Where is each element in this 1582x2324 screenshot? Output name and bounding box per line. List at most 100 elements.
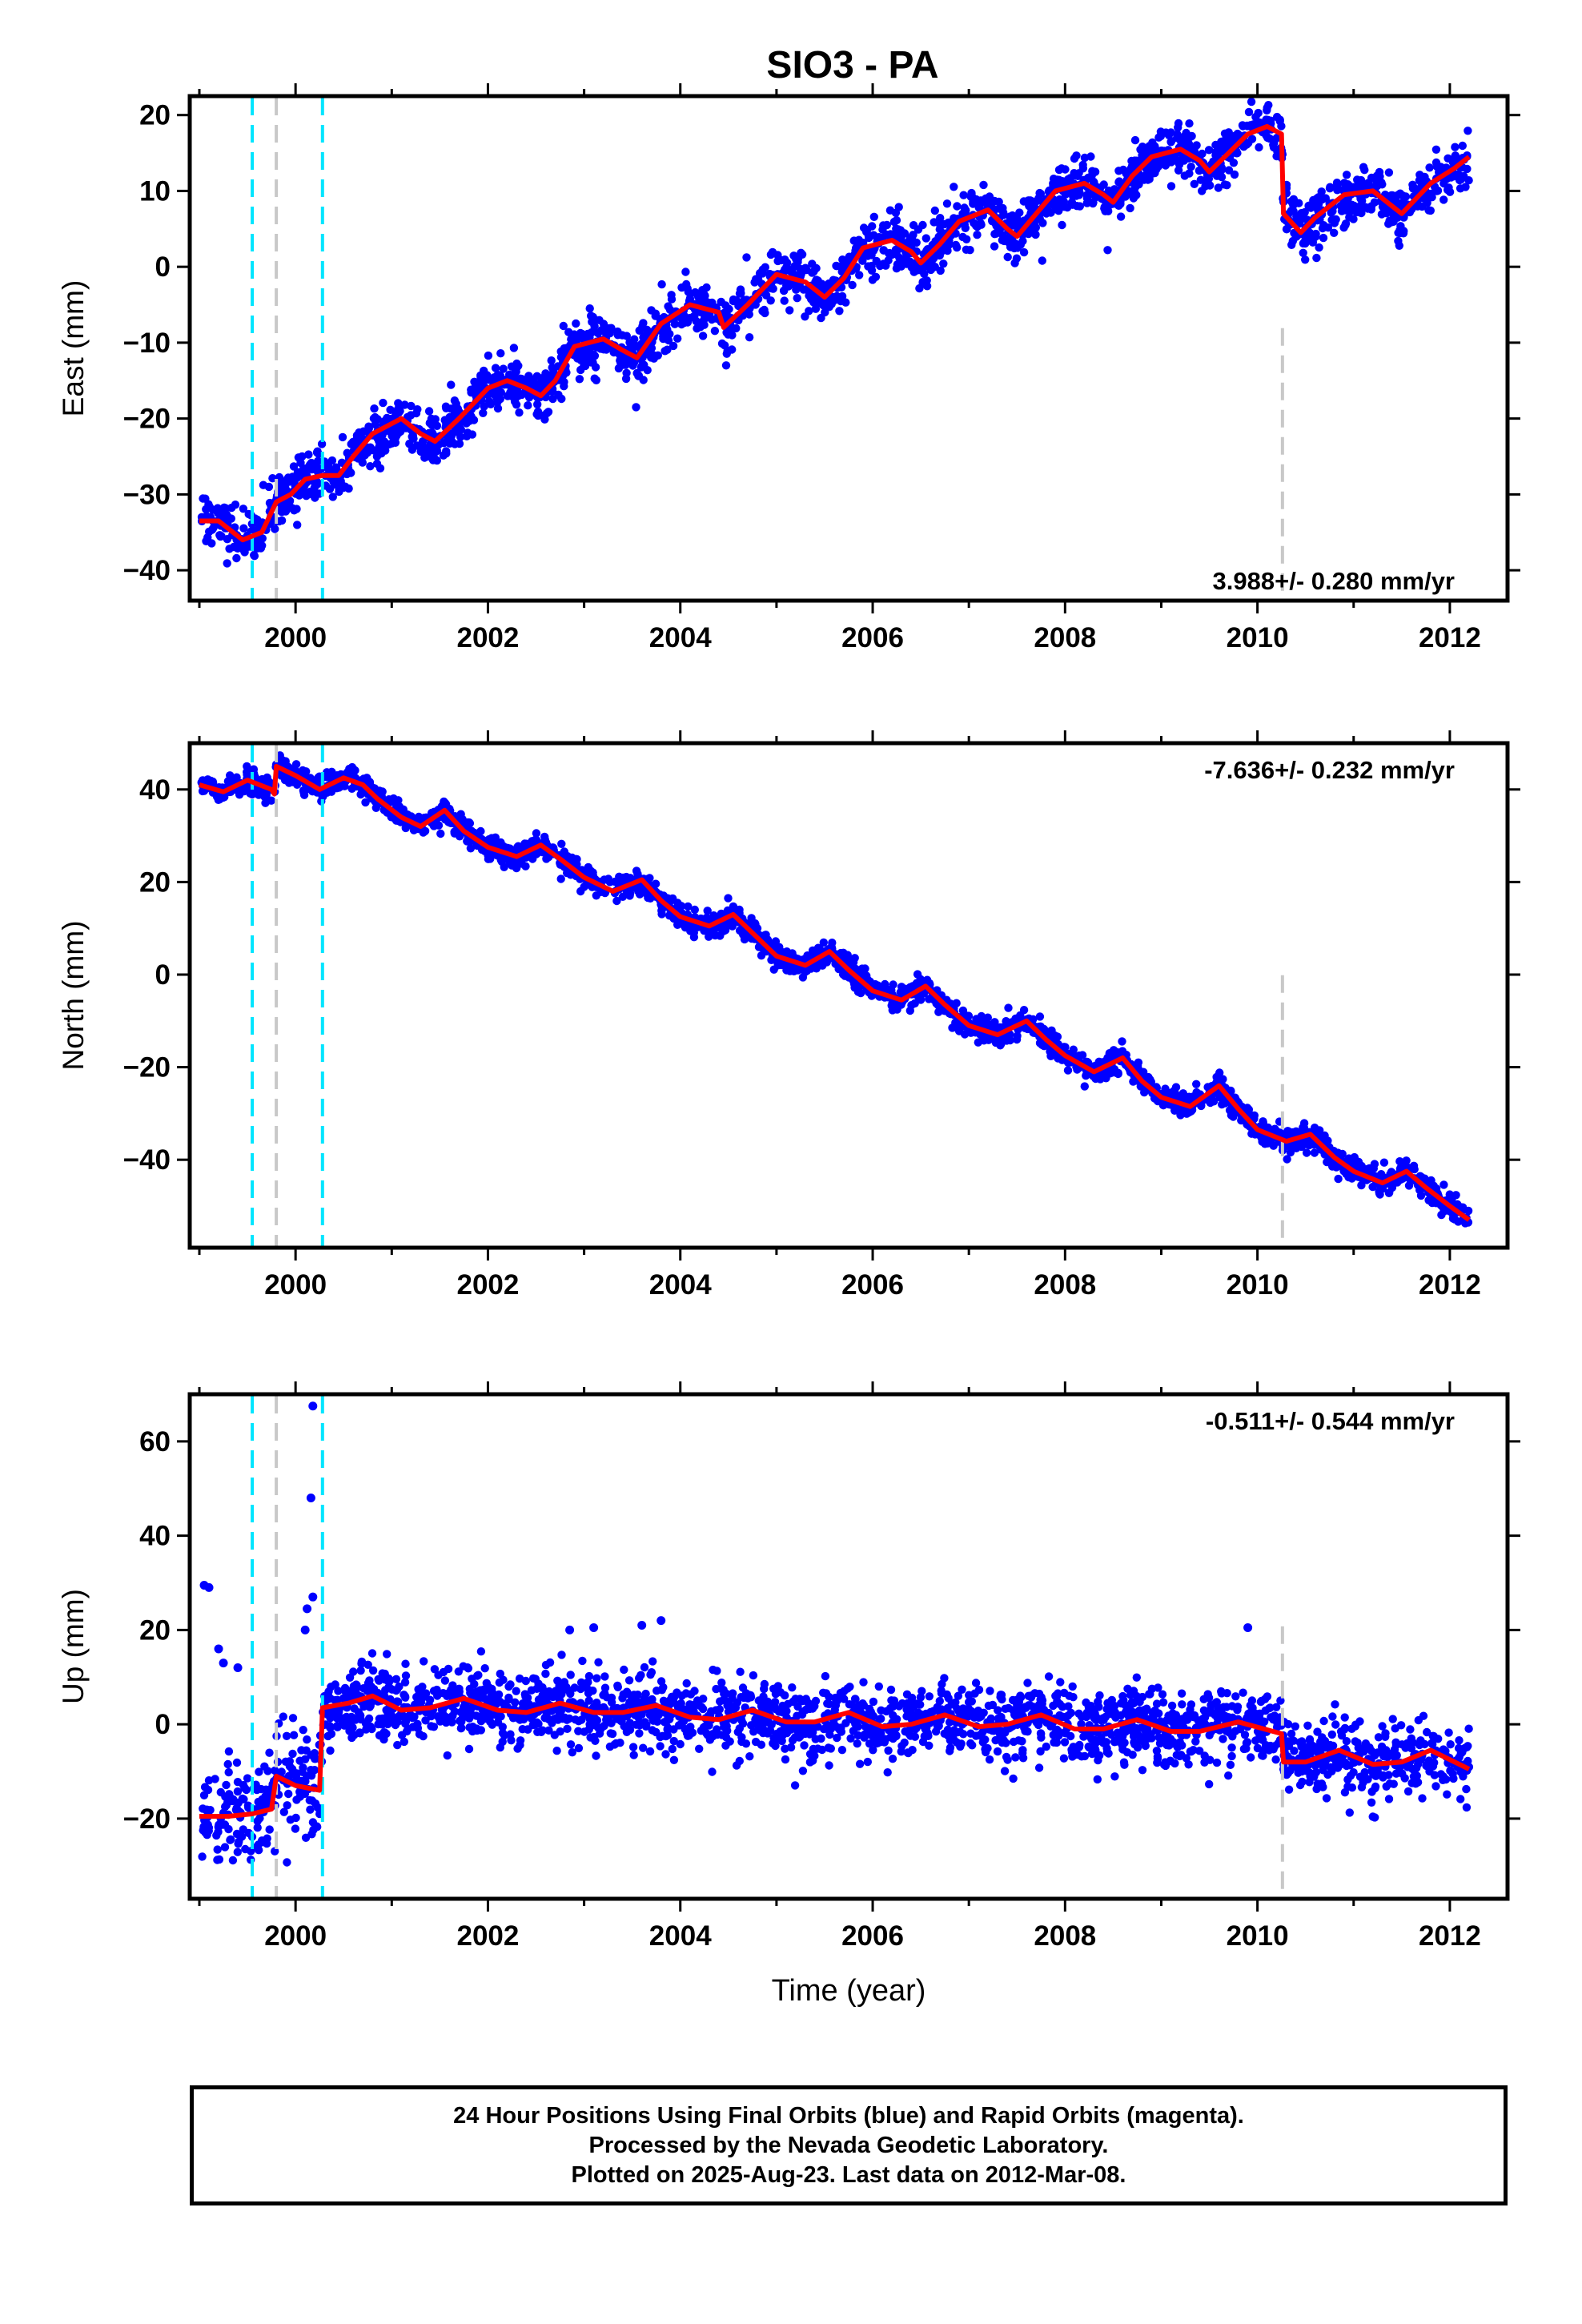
data-point [1450, 1215, 1460, 1224]
data-point [930, 263, 940, 271]
data-point [825, 303, 834, 312]
data-point [1184, 139, 1194, 148]
data-point [664, 895, 673, 904]
data-point [281, 483, 290, 493]
data-point [1388, 191, 1397, 200]
data-point [366, 462, 375, 471]
data-point [1247, 135, 1257, 143]
data-point [1355, 203, 1365, 212]
data-point [667, 291, 676, 300]
data-point [1230, 170, 1239, 179]
data-point [533, 400, 542, 409]
data-point [678, 318, 687, 328]
data-point [446, 404, 456, 413]
data-point [268, 474, 277, 483]
data-point [1220, 180, 1230, 189]
data-point [338, 432, 347, 442]
data-point [1004, 1003, 1013, 1012]
data-point [1314, 193, 1323, 202]
data-point [979, 180, 988, 190]
data-point [1102, 1074, 1110, 1083]
data-point [1044, 207, 1053, 215]
data-point [429, 822, 439, 830]
data-point [1080, 1082, 1090, 1091]
data-point [840, 954, 849, 963]
north-panel: 2000 2002 2004 2006 2008 2010 2012−40−2002040N… [57, 730, 1520, 1301]
data-point [1222, 134, 1231, 143]
data-point [1176, 1111, 1185, 1120]
data-point [799, 285, 808, 294]
data-point [1103, 1055, 1113, 1063]
data-point [372, 433, 382, 442]
data-point [1078, 160, 1087, 170]
data-point [690, 905, 699, 915]
data-point [1192, 1080, 1201, 1089]
data-point [1301, 255, 1310, 264]
data-point [973, 231, 982, 239]
data-point [780, 296, 789, 305]
data-point [1433, 186, 1443, 195]
data-point [692, 316, 701, 326]
data-point [1308, 238, 1318, 247]
data-point [425, 419, 434, 428]
data-point [532, 829, 541, 838]
data-point [542, 854, 551, 863]
data-point [1015, 1014, 1024, 1023]
data-point [857, 964, 867, 973]
data-point [554, 390, 563, 400]
data-point [335, 485, 343, 494]
data-point [524, 401, 532, 410]
data-point [311, 493, 319, 502]
data-point [835, 964, 844, 974]
data-point [391, 438, 400, 447]
data-point [1099, 180, 1108, 189]
data-point [375, 464, 385, 472]
data-point [540, 832, 549, 842]
data-point [853, 987, 863, 996]
data-point [440, 798, 450, 807]
data-point [1299, 214, 1309, 223]
data-point [1103, 203, 1113, 211]
data-point [710, 327, 720, 336]
data-point [1058, 220, 1066, 230]
data-point [595, 316, 604, 324]
data-point [1319, 233, 1328, 243]
data-point [1006, 1035, 1014, 1045]
data-point [285, 474, 294, 483]
data-point [1051, 204, 1060, 214]
data-point [1444, 183, 1453, 192]
data-point [201, 494, 210, 503]
data-point [881, 230, 891, 239]
north-y-axis-label: North (mm) [57, 920, 90, 1070]
data-point [571, 335, 580, 344]
data-point [205, 502, 214, 511]
data-point [1174, 119, 1183, 128]
data-point [479, 408, 488, 417]
data-point [1332, 179, 1342, 187]
data-point [1177, 1689, 1186, 1698]
data-point [242, 783, 251, 793]
data-point [717, 297, 725, 307]
data-point [1341, 219, 1351, 228]
data-point [1142, 144, 1151, 153]
data-point [1130, 135, 1140, 145]
data-point [848, 280, 857, 290]
data-point [632, 866, 641, 875]
data-point [1384, 1188, 1394, 1198]
data-point [1019, 1006, 1029, 1015]
data-point [808, 268, 817, 277]
data-point [677, 283, 686, 292]
data-point [466, 844, 476, 853]
data-point [559, 321, 568, 331]
data-point [1456, 184, 1465, 193]
data-point [223, 559, 231, 568]
data-point [1323, 1157, 1333, 1167]
data-point [1299, 239, 1308, 248]
data-point [670, 320, 680, 328]
data-point [489, 373, 499, 382]
data-point [1395, 1157, 1404, 1166]
data-point [1192, 141, 1201, 150]
data-point [482, 375, 491, 384]
data-point [373, 415, 382, 424]
data-point [1277, 122, 1286, 131]
